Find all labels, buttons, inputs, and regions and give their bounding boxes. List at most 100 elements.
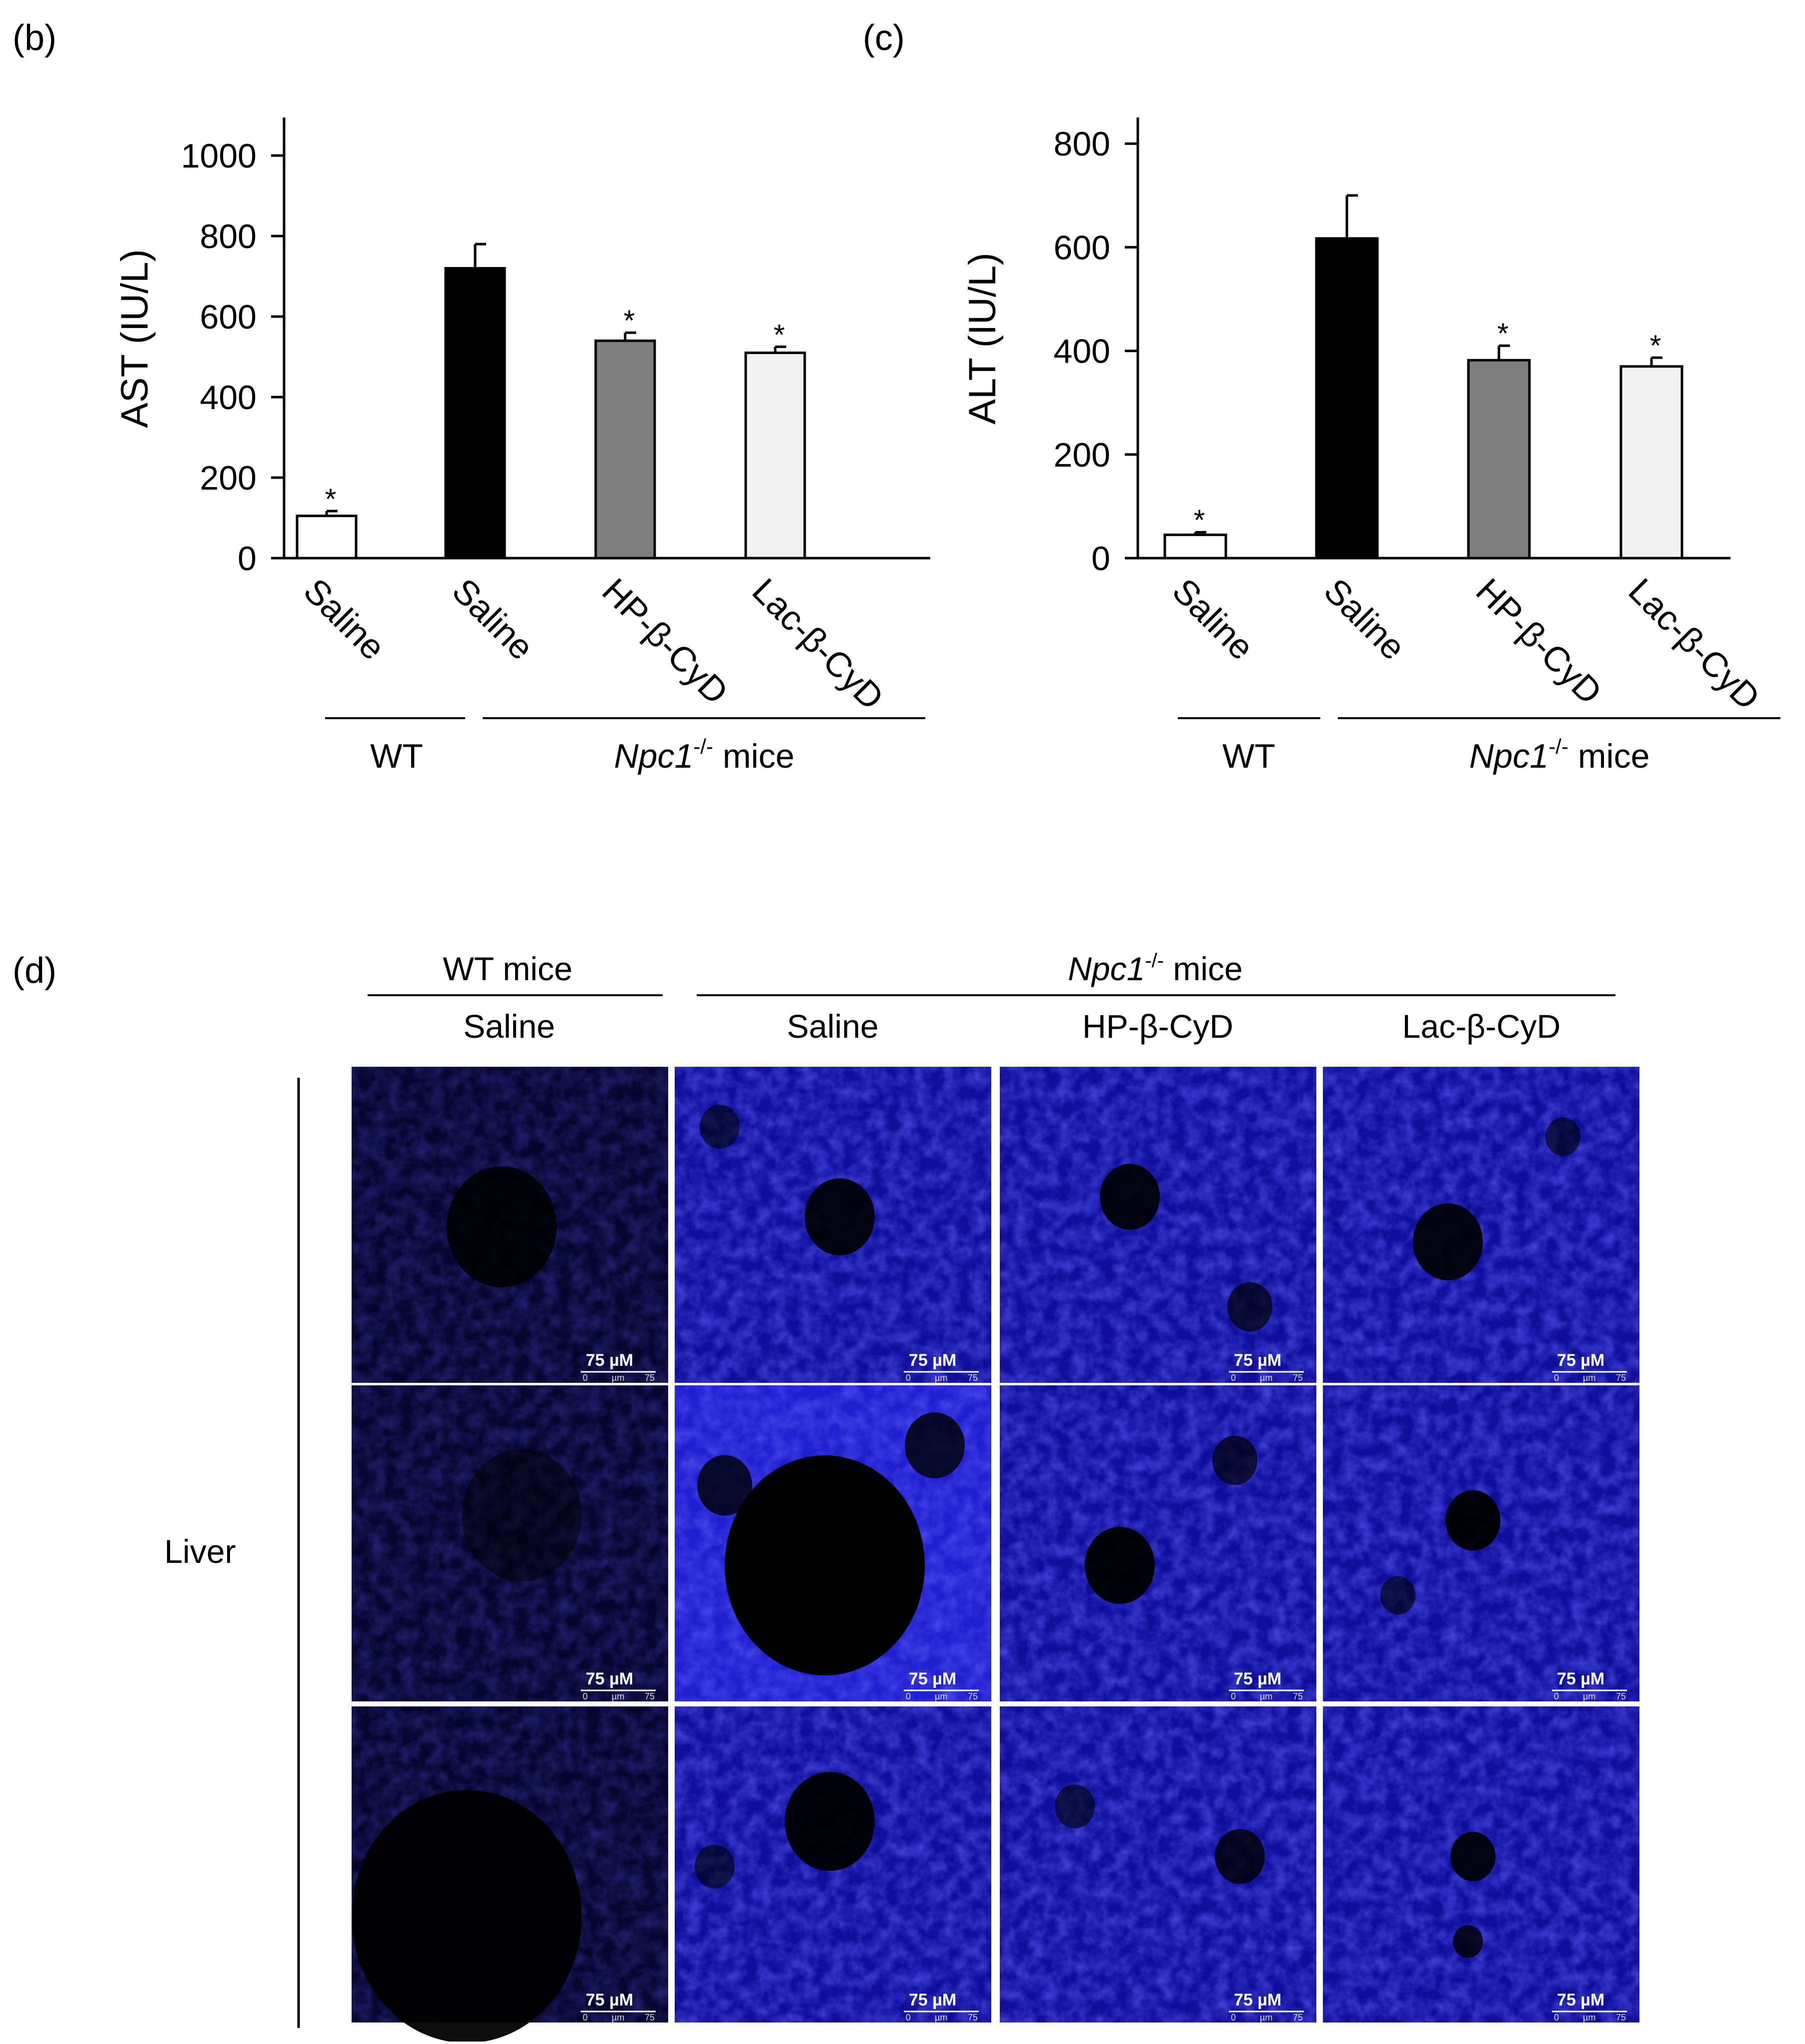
y-tick-label: 1000 <box>181 137 257 175</box>
y-tick-label: 600 <box>1054 229 1110 267</box>
bar-0 <box>296 514 358 560</box>
y-tick-label: 800 <box>200 218 257 256</box>
scale-tick-label: 75 <box>968 1373 978 1383</box>
vessel-lumen <box>905 1412 965 1478</box>
micrograph-r1-c2: 75 µM 0 µm 75 <box>675 1067 991 1383</box>
scale-tick-label: µm <box>612 1691 624 1701</box>
bar-2 <box>1467 359 1531 560</box>
scale-tick-label: µm <box>1583 1691 1595 1701</box>
scale-bar-label: 75 µM <box>909 1351 956 1370</box>
scale-tick-label: 0 <box>1554 2012 1559 2022</box>
scale-tick-label: µm <box>1260 1373 1272 1383</box>
significance-marker: * <box>1497 318 1509 350</box>
significance-marker: * <box>774 319 785 351</box>
vessel-lumen <box>352 1790 582 2043</box>
vessel-lumen <box>697 1455 752 1516</box>
scale-tick-label: µm <box>935 2012 947 2022</box>
scale-bar-label: 75 µM <box>1234 1351 1281 1370</box>
bar-3 <box>1619 365 1683 560</box>
micrograph-r1-c1: 75 µM 0 µm 75 <box>352 1067 668 1383</box>
x-tick-label: HP-β-CyD <box>1468 571 1609 712</box>
x-tick-label: Lac-β-CyD <box>745 571 891 717</box>
micrograph-r3-c4: 75 µM 0 µm 75 <box>1323 1706 1639 2022</box>
micrograph-r1-c4: 75 µM 0 µm 75 <box>1323 1067 1639 1383</box>
vessel-lumen <box>1227 1282 1272 1332</box>
scale-tick-label: µm <box>1583 1373 1595 1383</box>
scale-tick-label: 0 <box>1554 1691 1559 1701</box>
scale-tick-label: µm <box>612 2012 624 2022</box>
scale-tick-label: 0 <box>583 1691 588 1701</box>
vessel-lumen <box>1055 1784 1095 1828</box>
column-header-0: Saline <box>463 1008 555 1045</box>
x-tick-label: Lac-β-CyD <box>1621 571 1767 717</box>
scale-tick-label: 0 <box>1554 1373 1559 1383</box>
micrograph-headers: WT mice Npc1-/- mice Saline Saline HP-β-Cy… <box>164 950 1615 2028</box>
x-tick-label: Saline <box>296 571 393 667</box>
vessel-lumen <box>1380 1576 1415 1615</box>
scale-tick-label: 0 <box>583 1373 588 1383</box>
scale-bar-label: 75 µM <box>586 1669 633 1688</box>
micrograph-r1-c3: 75 µM 0 µm 75 <box>1000 1067 1316 1383</box>
bar-1 <box>1315 237 1379 560</box>
x-tick-label: HP-β-CyD <box>595 571 736 712</box>
scale-tick-label: µm <box>612 1373 624 1383</box>
group-label-wt: WT <box>370 737 423 775</box>
y-tick-label: 400 <box>1054 333 1110 371</box>
row-label-liver: Liver <box>164 1533 236 1570</box>
y-axis-label: AST (IU/L) <box>114 249 156 428</box>
scale-tick-label: 75 <box>645 2012 655 2022</box>
vessel-lumen <box>1215 1829 1265 1884</box>
scale-tick-label: µm <box>1260 1691 1272 1701</box>
vessel-lumen <box>447 1166 557 1287</box>
chart-ast: 0 200 400 600 800 1000 * * * AST (IU/L) Saline S… <box>114 118 930 775</box>
y-tick-label: 600 <box>200 298 257 336</box>
vessel-lumen <box>785 1772 875 1871</box>
y-axis-label: ALT (IU/L) <box>961 253 1004 424</box>
scale-tick-label: 75 <box>1293 1373 1303 1383</box>
y-tick-label: 200 <box>200 459 257 497</box>
scale-bar-label: 75 µM <box>1557 1669 1604 1688</box>
scale-tick-label: µm <box>935 1691 947 1701</box>
header-npc-mice: Npc1-/- mice <box>1068 950 1243 987</box>
vessel-lumen <box>1100 1164 1160 1230</box>
vessel-lumen <box>1450 1831 1495 1881</box>
scale-tick-label: 0 <box>1231 1373 1236 1383</box>
significance-marker: * <box>1194 504 1205 537</box>
micrograph-r2-c2: 75 µM 0 µm 75 <box>675 1385 991 1701</box>
vessel-lumen <box>1212 1435 1257 1485</box>
scale-bar-label: 75 µM <box>909 1990 956 2009</box>
vessel-lumen <box>700 1105 740 1149</box>
scale-tick-label: µm <box>935 1373 947 1383</box>
micrograph-r2-c1: 75 µM 0 µm 75 <box>352 1385 668 1701</box>
vessel-lumen <box>462 1449 582 1581</box>
vessel-lumen <box>695 1844 735 1888</box>
x-tick-label: Saline <box>445 571 541 667</box>
scale-tick-label: 0 <box>583 2012 588 2022</box>
y-tick-label: 0 <box>1091 540 1110 578</box>
y-tick-label: 200 <box>1054 436 1110 474</box>
y-tick-label: 0 <box>238 540 257 578</box>
scale-tick-label: µm <box>1583 2012 1595 2022</box>
micrograph-r2-c4: 75 µM 0 µm 75 <box>1323 1385 1639 1701</box>
scale-tick-label: 0 <box>906 1691 911 1701</box>
panel-label-c: (c) <box>863 18 905 58</box>
bar-0 <box>1163 533 1227 560</box>
y-tick-label: 800 <box>1054 125 1110 163</box>
column-header-3: Lac-β-CyD <box>1402 1008 1561 1045</box>
vessel-lumen <box>805 1178 875 1255</box>
scale-tick-label: 75 <box>968 1691 978 1701</box>
vessel-lumen <box>1085 1527 1155 1604</box>
scale-tick-label: 75 <box>1293 1691 1303 1701</box>
bar-2 <box>594 339 656 560</box>
scale-tick-label: 0 <box>1231 2012 1236 2022</box>
scale-tick-label: 75 <box>1616 1373 1626 1383</box>
vessel-lumen <box>1445 1490 1500 1551</box>
scale-tick-label: 0 <box>906 2012 911 2022</box>
group-label-wt: WT <box>1222 737 1275 775</box>
scale-tick-label: 0 <box>1231 1691 1236 1701</box>
group-label-npc: Npc1-/- mice <box>614 735 795 775</box>
scale-bar-label: 75 µM <box>1234 1990 1281 2009</box>
significance-marker: * <box>624 305 635 337</box>
